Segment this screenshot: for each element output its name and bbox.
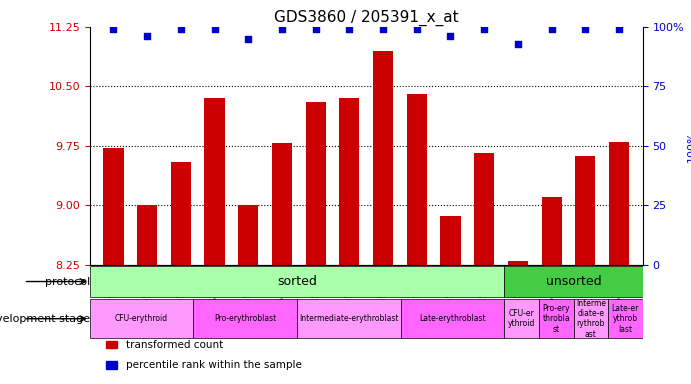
Bar [137, 205, 158, 265]
FancyBboxPatch shape [504, 299, 539, 338]
Bar [104, 148, 124, 265]
Point [580, 26, 591, 32]
Point [513, 40, 524, 46]
Bar [440, 216, 461, 265]
Text: CFU-erythroid: CFU-erythroid [115, 314, 168, 323]
Bar [106, 361, 117, 369]
Bar [373, 51, 393, 265]
Point [176, 26, 187, 32]
FancyBboxPatch shape [574, 299, 608, 338]
Bar [542, 197, 562, 265]
Bar [508, 261, 528, 265]
FancyBboxPatch shape [539, 299, 574, 338]
Point [479, 26, 490, 32]
Bar [575, 156, 596, 265]
Point [445, 33, 456, 40]
Text: Late-erythroblast: Late-erythroblast [419, 314, 486, 323]
Bar [238, 205, 258, 265]
Bar [609, 142, 629, 265]
Point [276, 26, 287, 32]
FancyBboxPatch shape [297, 299, 401, 338]
Text: Interme
diate-e
rythrob
ast: Interme diate-e rythrob ast [576, 299, 606, 339]
Y-axis label: 100%: 100% [687, 130, 691, 162]
Point [209, 26, 220, 32]
Bar [474, 153, 494, 265]
Text: development stage: development stage [0, 314, 90, 324]
Bar [407, 94, 427, 265]
Point [310, 26, 321, 32]
Text: Late-er
ythrob
last: Late-er ythrob last [612, 304, 639, 334]
Text: transformed count: transformed count [126, 340, 223, 350]
Title: GDS3860 / 205391_x_at: GDS3860 / 205391_x_at [274, 9, 459, 25]
Bar [272, 144, 292, 265]
Point [377, 26, 388, 32]
Point [614, 26, 625, 32]
Point [243, 36, 254, 42]
FancyBboxPatch shape [608, 299, 643, 338]
FancyBboxPatch shape [504, 266, 643, 296]
Point [142, 33, 153, 40]
FancyBboxPatch shape [90, 266, 504, 296]
Point [546, 26, 557, 32]
FancyBboxPatch shape [401, 299, 504, 338]
Point [344, 26, 355, 32]
Text: Intermediate-erythroblast: Intermediate-erythroblast [299, 314, 399, 323]
Text: percentile rank within the sample: percentile rank within the sample [126, 360, 302, 370]
Bar [339, 98, 359, 265]
Point [411, 26, 422, 32]
Point [108, 26, 119, 32]
FancyBboxPatch shape [193, 299, 297, 338]
Text: protocol: protocol [45, 276, 90, 286]
Text: Pro-erythroblast: Pro-erythroblast [214, 314, 276, 323]
Text: CFU-er
ythroid: CFU-er ythroid [508, 309, 536, 328]
Text: Pro-ery
throbla
st: Pro-ery throbla st [542, 304, 570, 334]
FancyBboxPatch shape [90, 299, 193, 338]
Text: sorted: sorted [277, 275, 317, 288]
Bar [305, 102, 325, 265]
Bar [171, 162, 191, 265]
Bar [106, 341, 117, 348]
Bar [205, 98, 225, 265]
Text: unsorted: unsorted [546, 275, 601, 288]
